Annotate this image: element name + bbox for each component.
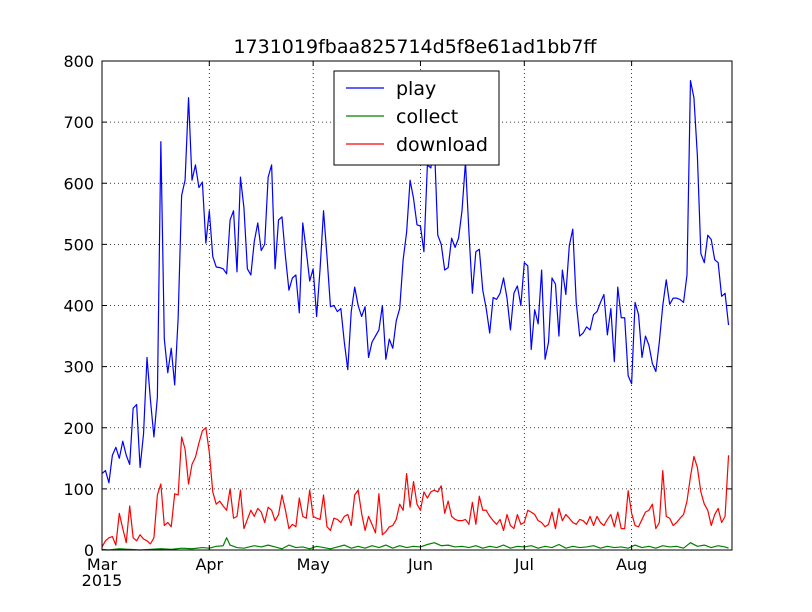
y-tick-label: 100 <box>63 480 94 499</box>
y-tick-label: 600 <box>63 174 94 193</box>
y-tick-label: 400 <box>63 297 94 316</box>
y-tick-label: 800 <box>63 52 94 71</box>
y-tick-label: 700 <box>63 113 94 132</box>
x-tick-label: Jul <box>514 555 534 574</box>
legend-label-collect: collect <box>396 106 458 128</box>
y-tick-label: 300 <box>63 358 94 377</box>
chart-title: 1731019fbaa825714d5f8e61ad1bb7ff <box>233 36 597 58</box>
legend-label-download: download <box>396 134 488 156</box>
y-tick-label: 200 <box>63 419 94 438</box>
grid-lines <box>102 61 732 550</box>
y-tick-label: 500 <box>63 235 94 254</box>
series-line-play <box>101 79 730 484</box>
x-tick-label: Apr <box>195 555 223 574</box>
x-tick-label: May <box>297 555 330 574</box>
legend-label-play: play <box>396 78 436 100</box>
x-tick-label: Aug <box>616 555 647 574</box>
series-line-download <box>101 427 730 548</box>
legend-box <box>333 70 500 166</box>
x-tick-label: Mar <box>87 555 118 574</box>
legend: play collect download <box>333 70 500 166</box>
x-tick-label: Jun <box>407 555 433 574</box>
x-tick-year-label: 2015 <box>82 571 123 590</box>
y-tick-label: 0 <box>84 541 94 560</box>
